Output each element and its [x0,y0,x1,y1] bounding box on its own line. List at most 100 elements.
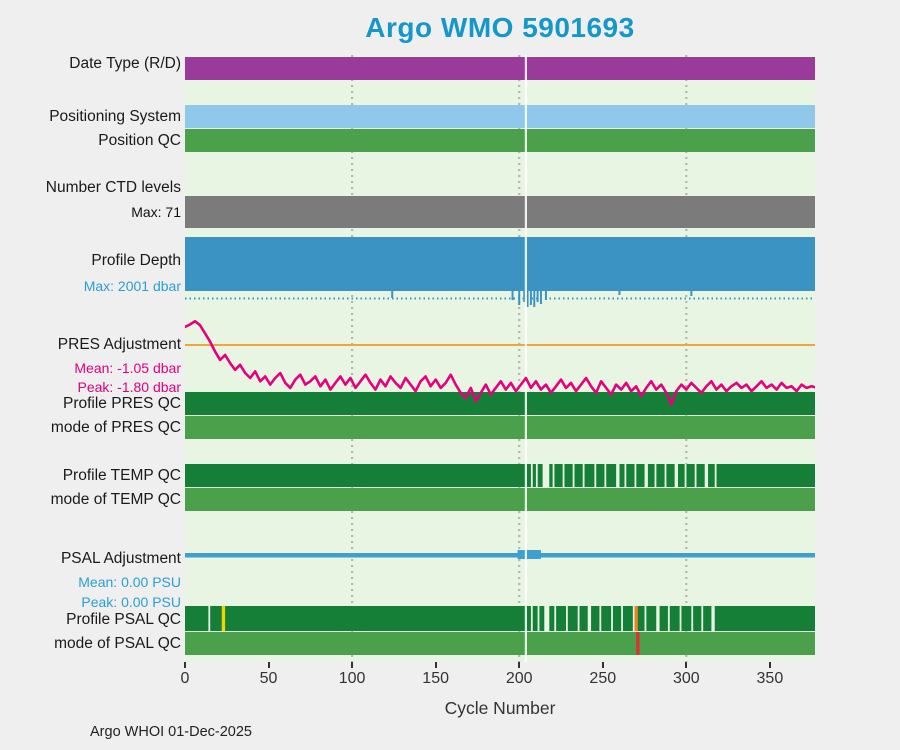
qc-gap [530,464,533,487]
qc-gap [587,606,592,631]
band-position-qc [185,129,815,152]
qc-gap [554,606,557,631]
qc-gap [566,606,568,631]
qc-gap [674,464,678,487]
band-date-type [185,57,815,80]
qc-gap [572,464,575,487]
x-tick [351,662,354,668]
qc-gap [530,606,533,631]
row-label: PSAL Adjustment [60,550,181,567]
qc-gap [537,606,540,631]
row-label: Profile TEMP QC [62,467,181,484]
row-label: Max: 71 [131,204,181,220]
qc-gap [577,606,580,631]
qc-gap [691,606,694,631]
band-profile-pres-qc [185,392,815,415]
row-label: Mean: 0.00 PSU [78,574,181,590]
row-labels: Date Type (R/D) Positioning System Positio… [0,0,181,750]
x-tick-label: 100 [338,670,366,687]
qc-gap [552,464,555,487]
qc-gap [714,464,717,487]
x-tick [184,662,186,668]
qc-gap [621,606,623,631]
x-axis: 0 50 100 150 200 250 300 350 [181,662,815,696]
page-title: Argo WMO 5901693 [365,12,635,43]
qc-gap [654,464,657,487]
x-tick [267,662,270,668]
qc-gap [634,464,637,487]
qc-gap [701,606,704,631]
row-label: PRES Adjustment [57,336,181,353]
row-label: mode of PSAL QC [54,635,181,652]
qc-gap [664,464,667,487]
row-label: Peak: -1.80 dbar [77,379,181,395]
chart-canvas [185,55,815,662]
x-tick-label: 350 [756,670,784,687]
band-profile-psal-qc [185,606,815,631]
row-label: Mean: -1.05 dbar [74,360,181,376]
qc-gap [656,606,660,631]
qc-gap [582,464,585,487]
qc-gap [616,464,620,487]
band-profile-depth [185,237,815,291]
qc-gap [679,606,682,631]
row-label: Profile PSAL QC [66,611,181,628]
qc-gap [604,464,607,487]
x-tick-label: 0 [180,670,190,687]
x-axis-title: Cycle Number [444,698,556,718]
qc-gap [711,606,715,631]
row-label: mode of PRES QC [50,419,181,436]
x-tick-label: 150 [422,670,450,687]
qc-gap [544,606,550,631]
row-label: Profile Depth [91,252,181,269]
psal-adjustment-bump [517,550,541,559]
pres-adjustment-line [185,319,815,406]
psal-adjustment-line [185,553,815,558]
x-tick [518,662,521,668]
row-label: Max: 2001 dbar [83,278,181,294]
x-tick [434,662,437,668]
band-mode-psal-qc [185,632,815,655]
x-tick-label: 50 [259,670,278,687]
x-tick [685,662,688,668]
qc-gap [644,606,647,631]
row-label: Peak: 0.00 PSU [81,594,181,610]
band-profile-temp-qc [185,464,815,487]
footer-caption: Argo WHOI 01-Dec-2025 [90,724,252,740]
x-tick [768,662,771,668]
qc-gap [594,464,597,487]
qc-gap [704,464,709,487]
row-label: Position QC [98,132,181,149]
x-tick-label: 200 [505,670,533,687]
qc-gap [599,606,602,631]
qc-gap [644,464,648,487]
row-label: Positioning System [49,108,181,125]
qc-gap [208,606,211,631]
band-mode-temp-qc [185,488,815,511]
plot-area [185,55,815,662]
row-label: Date Type (R/D) [69,55,181,72]
row-label: Number CTD levels [45,179,181,196]
qc-gap [694,464,697,487]
band-mode-pres-qc [185,416,815,439]
qc-flag-mark [221,606,226,631]
x-tick [601,662,604,668]
qc-gap [542,464,550,487]
qc-gap [562,464,565,487]
band-positioning-system [185,105,815,128]
row-label: Profile PRES QC [62,395,181,412]
x-tick-label: 300 [672,670,700,687]
qc-gap [667,606,670,631]
qc-gap [535,464,538,487]
band-number-ctd-levels [185,196,815,228]
row-label: mode of TEMP QC [50,491,181,508]
x-tick-label: 250 [589,670,617,687]
qc-gap [611,606,613,631]
qc-gap [624,464,627,487]
qc-flag-mark [634,606,638,631]
qc-flag-mark [636,632,640,655]
qc-gap [632,606,635,631]
qc-gap [684,464,687,487]
highlight-line [524,55,528,662]
